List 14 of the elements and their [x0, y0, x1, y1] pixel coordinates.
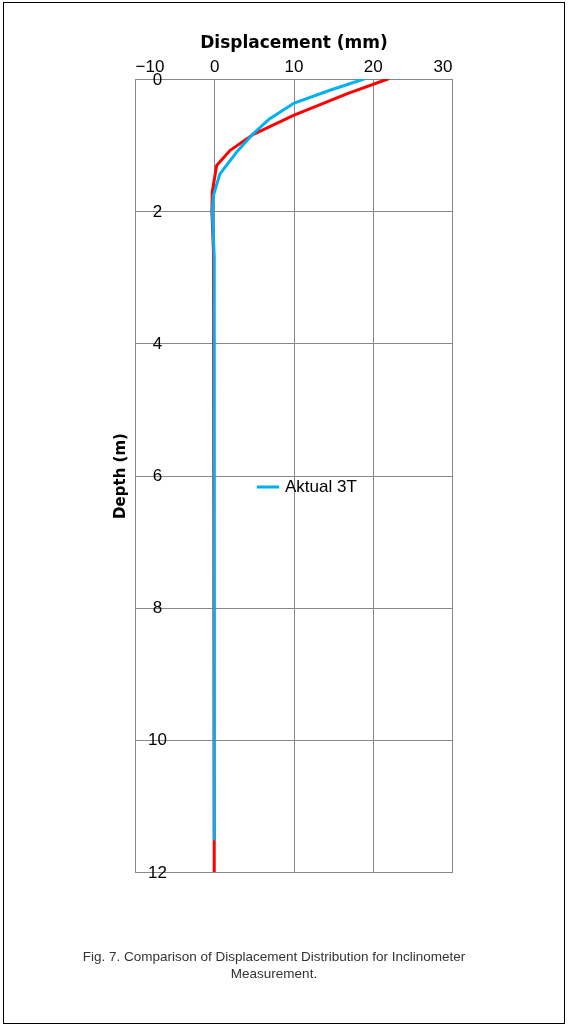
y-tick-label: 6 [152, 466, 163, 485]
x-tick-label: 10 [284, 56, 304, 76]
y-tick-label: 12 [148, 862, 167, 882]
y-axis-title: Depth (m) [110, 433, 129, 519]
x-tick-label: 20 [363, 56, 383, 76]
y-tick-label: 10 [148, 730, 167, 750]
legend-label: Aktual 3T [285, 477, 357, 496]
x-tick-label: 30 [433, 56, 453, 76]
x-tick-label: 0 [210, 56, 220, 76]
y-tick-label: 2 [152, 201, 163, 221]
x-axis-title: Displacement (mm) [200, 31, 388, 52]
y-tick-label: 4 [152, 333, 163, 353]
caption: Fig. 7. Comparison of Displacement Distribution for Inclinometer Measurement. [81, 948, 467, 982]
y-tick-label: 8 [152, 598, 163, 618]
